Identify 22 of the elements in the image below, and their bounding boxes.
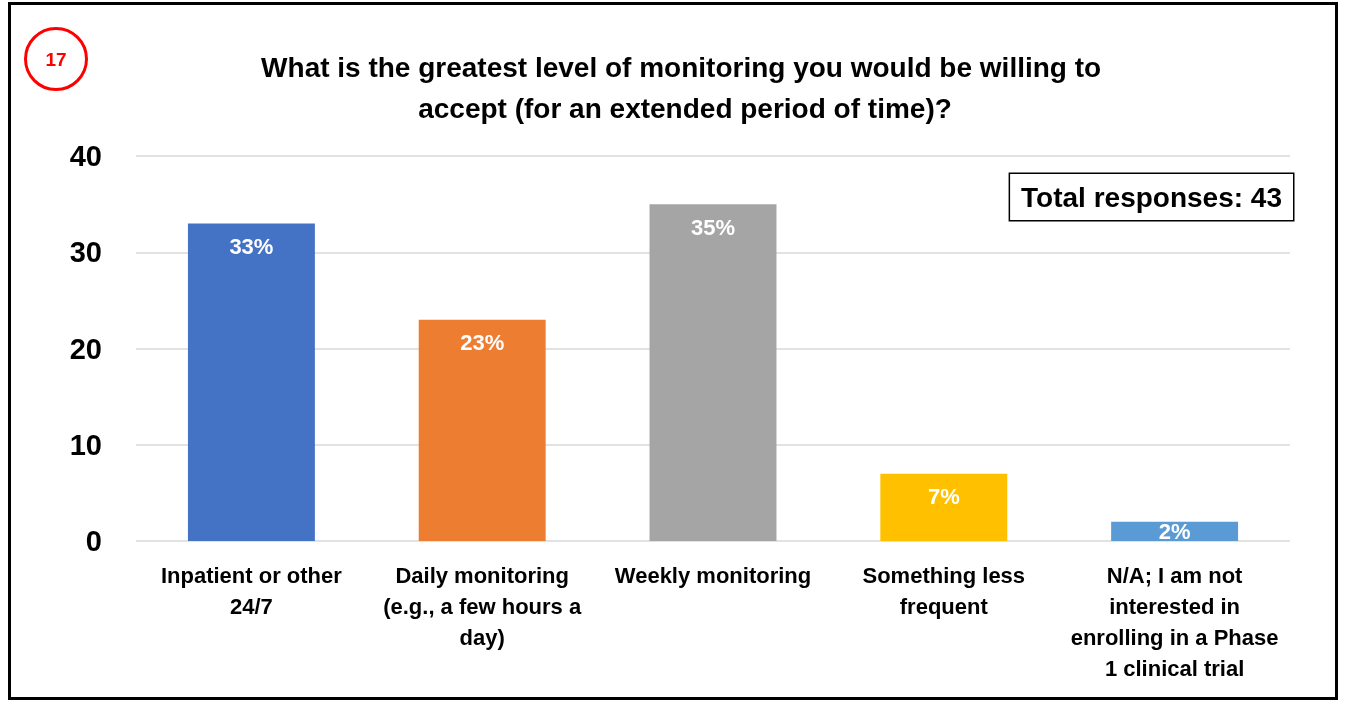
data-label: 2% bbox=[1158, 518, 1191, 544]
annotation: Total responses: 43 bbox=[1021, 181, 1282, 213]
data-label: 7% bbox=[927, 484, 960, 510]
data-label: 35% bbox=[690, 214, 736, 240]
data-label: 23% bbox=[460, 330, 505, 356]
bar bbox=[418, 319, 546, 541]
y-tick-label: 40 bbox=[69, 140, 102, 172]
y-tick-label: 10 bbox=[69, 428, 102, 461]
x-tick-label: Something less frequent bbox=[861, 562, 1027, 621]
chart-title: What is the greatest level of monitoring you would be willing to accept (for an extended period of time)? bbox=[261, 52, 1109, 124]
y-tick-label: 20 bbox=[69, 332, 102, 365]
y-tick-label: 0 bbox=[85, 525, 102, 557]
text: 17 bbox=[45, 48, 67, 70]
y-tick-label: 30 bbox=[69, 236, 102, 269]
bar bbox=[187, 223, 315, 541]
data-label: 33% bbox=[229, 233, 274, 259]
bar bbox=[880, 473, 1008, 541]
x-tick-label: Weekly monitoring bbox=[613, 562, 813, 590]
x-tick-label: Inpatient or other 24/7 bbox=[159, 562, 343, 621]
x-tick-label: Daily monitoring (e.g., a few hours a day) bbox=[382, 562, 583, 652]
bar bbox=[649, 204, 777, 541]
x-tick-label: N/A; I am not interested in enrolling in a Phase 1 clinical trial bbox=[1069, 562, 1280, 683]
